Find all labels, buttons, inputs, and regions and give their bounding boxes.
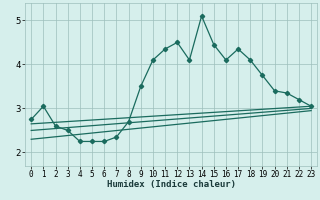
X-axis label: Humidex (Indice chaleur): Humidex (Indice chaleur) bbox=[107, 180, 236, 189]
